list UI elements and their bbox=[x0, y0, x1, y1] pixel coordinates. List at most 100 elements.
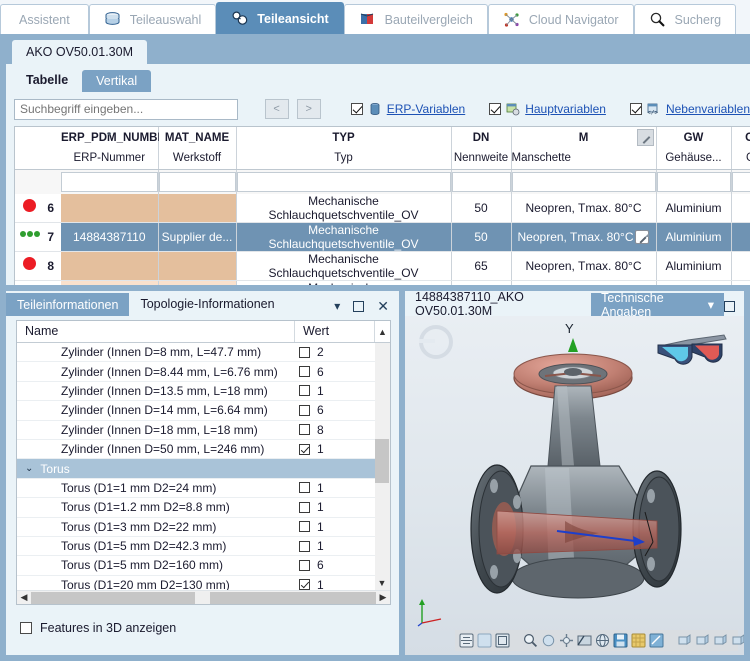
tree-vscroll-thumb[interactable] bbox=[375, 439, 389, 483]
filter-cnsm[interactable] bbox=[731, 169, 750, 194]
shade-icon[interactable] bbox=[476, 632, 493, 649]
filter-typ[interactable] bbox=[236, 169, 452, 194]
th-gw-code[interactable]: GW bbox=[656, 127, 732, 148]
filter-m[interactable] bbox=[511, 169, 657, 194]
tree-item-checkbox[interactable] bbox=[299, 346, 310, 358]
tree-hscroll-track[interactable] bbox=[31, 591, 376, 604]
3d-viewport[interactable]: Y bbox=[405, 316, 744, 655]
erp-variables-link[interactable]: ERP-Variablen bbox=[386, 102, 466, 116]
sub-variables-link[interactable]: Nebenvariablen bbox=[665, 102, 750, 116]
tree-item[interactable]: Zylinder (Innen D=8 mm, L=47.7 mm) 2 bbox=[17, 343, 390, 363]
tab-vertikal[interactable]: Vertikal bbox=[82, 70, 152, 92]
th-dn-code[interactable]: DN bbox=[451, 127, 512, 148]
tree-group-torus[interactable]: ⌄ Torus bbox=[17, 459, 390, 479]
edit-cell-icon[interactable] bbox=[635, 230, 650, 245]
tree-item[interactable]: Torus (D1=1 mm D2=24 mm) 1 bbox=[17, 479, 390, 499]
tab-teileansicht[interactable]: Teileansicht bbox=[216, 2, 344, 34]
tab-teileinformationen[interactable]: Teileinformationen bbox=[6, 293, 130, 316]
tree-item-checkbox[interactable] bbox=[299, 579, 310, 590]
tree-item-checkbox[interactable] bbox=[299, 424, 310, 436]
zoom-icon[interactable] bbox=[522, 632, 539, 649]
tree-scroll-down-icon[interactable]: ▼ bbox=[377, 578, 387, 588]
tab-assistent[interactable]: Assistent bbox=[0, 4, 89, 34]
filter-dn[interactable] bbox=[451, 169, 512, 194]
th-cnsm-code[interactable]: CNSM bbox=[731, 127, 750, 148]
save-view-icon[interactable] bbox=[612, 632, 629, 649]
render-mode-icon[interactable] bbox=[458, 632, 475, 649]
chevron-down-icon[interactable]: ▾ bbox=[334, 299, 341, 313]
view-left-icon[interactable] bbox=[712, 632, 729, 649]
tab-technische-angaben[interactable]: Technische Angaben ▾ bbox=[591, 291, 724, 319]
tree-item[interactable]: Zylinder (Innen D=14 mm, L=6.64 mm) 6 bbox=[17, 401, 390, 421]
table-row[interactable]: 6 Mechanische Schlauchquetschventile_OV … bbox=[15, 194, 750, 223]
tree-item[interactable]: Torus (D1=1.2 mm D2=8.8 mm) 1 bbox=[17, 498, 390, 518]
th-erp-code[interactable]: ⌄ ERP_PDM_NUMBER bbox=[61, 127, 173, 148]
tab-topologie-informationen[interactable]: Topologie-Informationen bbox=[129, 291, 286, 316]
tree-item[interactable]: Zylinder (Innen D=13.5 mm, L=18 mm) 1 bbox=[17, 382, 390, 402]
tree-hscroll-thumb[interactable] bbox=[195, 591, 210, 604]
tab-cloud-navigator[interactable]: Cloud Navigator bbox=[487, 4, 634, 34]
view-right-icon[interactable] bbox=[730, 632, 744, 649]
maximize-icon[interactable] bbox=[724, 301, 735, 312]
erp-variables-checkbox[interactable] bbox=[350, 103, 363, 115]
tab-tabelle[interactable]: Tabelle bbox=[12, 68, 83, 92]
chevron-down-icon[interactable]: ▾ bbox=[707, 298, 714, 312]
tab-suchergebnis[interactable]: Sucherg bbox=[633, 4, 737, 34]
tree-scroll-right-icon[interactable]: ▶ bbox=[379, 592, 387, 602]
table-row-selected[interactable]: 7 14884387110 Supplier de... Mechanische… bbox=[15, 222, 750, 252]
table-row[interactable]: 8 Mechanische Schlauchquetschventile_OV … bbox=[15, 251, 750, 281]
measure-icon[interactable] bbox=[648, 632, 665, 649]
pan-icon[interactable] bbox=[558, 632, 575, 649]
tree-horizontal-scrollbar[interactable]: ◀ ▶ bbox=[17, 590, 390, 604]
tree-header-name[interactable]: Name bbox=[17, 321, 295, 342]
texture-icon[interactable] bbox=[630, 632, 647, 649]
th-m-code[interactable]: M bbox=[511, 127, 657, 148]
tree-item[interactable]: Torus (D1=5 mm D2=42.3 mm) 1 bbox=[17, 537, 390, 557]
wireframe-icon[interactable] bbox=[494, 632, 511, 649]
tree-item-checkbox[interactable] bbox=[299, 404, 310, 416]
tree-item[interactable]: Torus (D1=5 mm D2=160 mm) 6 bbox=[17, 556, 390, 576]
view-front-icon[interactable] bbox=[676, 632, 693, 649]
tree-item[interactable]: Zylinder (Innen D=18 mm, L=18 mm) 8 bbox=[17, 421, 390, 440]
tree-item-checkbox[interactable] bbox=[299, 482, 310, 494]
tree-item[interactable]: Torus (D1=20 mm D2=130 mm) 1 bbox=[17, 576, 390, 590]
section-icon[interactable] bbox=[576, 632, 593, 649]
tree-header-value[interactable]: Wert bbox=[295, 321, 375, 342]
chevron-down-icon[interactable]: ⌄ bbox=[25, 463, 34, 475]
search-input[interactable] bbox=[14, 98, 238, 120]
next-button[interactable]: > bbox=[296, 99, 321, 119]
tree-item[interactable]: Zylinder (Innen D=50 mm, L=246 mm) 1 bbox=[17, 440, 390, 460]
tree-item-checkbox[interactable] bbox=[299, 559, 310, 571]
rotate-icon[interactable] bbox=[540, 632, 557, 649]
document-tab[interactable]: AKO OV50.01.30M bbox=[12, 40, 148, 64]
tree-item-checkbox[interactable] bbox=[299, 385, 310, 397]
filter-gw[interactable] bbox=[656, 169, 732, 194]
3d-glasses-icon[interactable] bbox=[654, 332, 730, 366]
tree-scroll-left-icon[interactable]: ◀ bbox=[20, 592, 28, 602]
tree-item-checkbox[interactable] bbox=[299, 540, 310, 552]
main-variables-link[interactable]: Hauptvariablen bbox=[525, 102, 606, 116]
tab-teileauswahl[interactable]: Teileauswahl bbox=[88, 4, 217, 34]
tree-vertical-scrollbar[interactable]: ▼ bbox=[375, 343, 390, 590]
tree-item-checkbox[interactable] bbox=[299, 443, 310, 455]
main-variables-checkbox[interactable] bbox=[489, 103, 502, 115]
filter-erp[interactable] bbox=[61, 169, 159, 194]
th-mat-code[interactable]: MAT_NAME bbox=[158, 127, 237, 148]
tree-item-checkbox[interactable] bbox=[299, 366, 310, 378]
tree-item-checkbox[interactable] bbox=[299, 521, 310, 533]
prev-button[interactable]: < bbox=[264, 99, 289, 119]
close-icon[interactable]: ✕ bbox=[377, 298, 389, 314]
sub-variables-checkbox[interactable] bbox=[629, 103, 642, 115]
tree-item-checkbox[interactable] bbox=[299, 501, 310, 513]
features-3d-checkbox[interactable] bbox=[20, 622, 32, 634]
tree-scroll-up-icon[interactable]: ▲ bbox=[378, 326, 387, 337]
globe-icon[interactable] bbox=[594, 632, 611, 649]
edit-column-icon[interactable] bbox=[636, 129, 654, 146]
maximize-icon[interactable] bbox=[353, 300, 365, 312]
tab-bauteilvergleich[interactable]: Bauteilvergleich bbox=[343, 4, 488, 34]
view-back-icon[interactable] bbox=[694, 632, 711, 649]
tree-item[interactable]: Torus (D1=3 mm D2=22 mm) 1 bbox=[17, 518, 390, 537]
tree-item[interactable]: Zylinder (Innen D=8.44 mm, L=6.76 mm) 6 bbox=[17, 362, 390, 382]
th-typ-code[interactable]: TYP bbox=[236, 127, 452, 148]
filter-mat[interactable] bbox=[158, 169, 237, 194]
